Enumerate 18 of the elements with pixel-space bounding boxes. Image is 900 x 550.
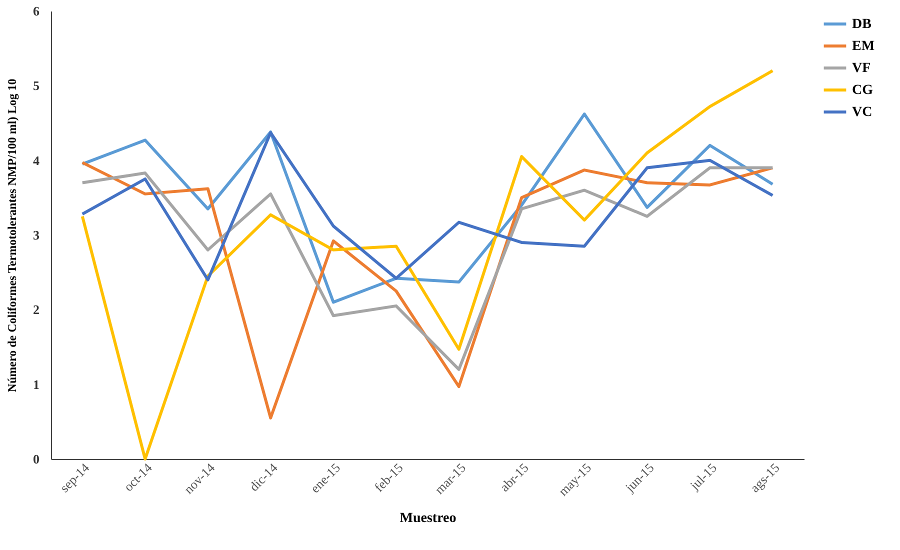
legend-label: VC (852, 105, 872, 120)
legend-label: EM (852, 39, 875, 54)
y-tick-label: 2 (33, 302, 40, 318)
y-tick-label: 5 (33, 78, 40, 94)
legend-label: VF (852, 61, 871, 76)
legend-label: DB (852, 17, 872, 32)
y-tick-label: 0 (33, 452, 40, 466)
y-tick-label: 1 (33, 376, 40, 392)
x-axis-title: Muestreo (400, 510, 456, 526)
line-series (80, 69, 774, 460)
legend-label: CG (852, 83, 874, 98)
y-tick-label: 3 (33, 228, 40, 242)
y-axis-title: Número de Coliformes Termotolerantes NMP/100 ml) Log 10 (5, 78, 19, 392)
y-tick-label: 6 (33, 4, 40, 18)
line-series (80, 166, 774, 371)
y-tick-label: 4 (33, 152, 40, 168)
line-series (80, 112, 774, 304)
line-series (80, 131, 774, 282)
